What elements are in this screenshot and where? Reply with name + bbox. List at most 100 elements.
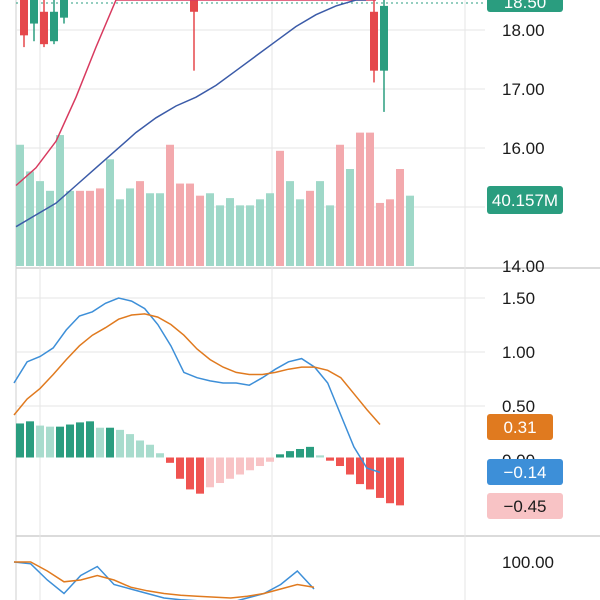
hist-badge: −0.45 (503, 497, 546, 516)
macd-hist-bar (16, 423, 24, 458)
macd-hist-bar (246, 457, 254, 471)
macd-hist-bar (226, 457, 234, 479)
macd-hist-bar (266, 457, 274, 462)
volume-bar (236, 205, 244, 266)
macd-hist-bar (196, 457, 204, 494)
macd-hist-bar (356, 457, 364, 485)
volume-bar (316, 181, 324, 266)
volume-bar (386, 199, 394, 266)
ma-fast-line (15, 0, 376, 187)
volume-bar (136, 181, 144, 266)
candlesticks (20, 0, 388, 112)
volume-bar (356, 132, 364, 266)
signal-badge-bg (487, 414, 553, 440)
macd-hist-bar (256, 457, 264, 467)
volume-bar (46, 190, 54, 266)
volume-bar (146, 193, 154, 266)
macd-hist-bar (136, 440, 144, 458)
volume-bar (346, 169, 354, 266)
volume-bar (406, 195, 414, 266)
rsi-signal-line (14, 561, 315, 599)
candle-body (30, 0, 38, 24)
price-axis-label: 16.00 (502, 139, 545, 158)
macd-hist-bar (66, 424, 74, 458)
moving-averages (15, 0, 376, 228)
macd-hist-bar (46, 426, 54, 458)
macd-hist-bar (326, 457, 334, 461)
macd-hist-bar (236, 457, 244, 475)
macd-badge-bg (487, 459, 563, 485)
volume-bars (16, 132, 414, 266)
last-price-badge-bg (487, 0, 563, 12)
grid-layer (15, 0, 600, 600)
volume-bar (396, 169, 404, 266)
volume-bar (286, 181, 294, 266)
macd-hist-bar (116, 429, 124, 458)
volume-bar (106, 159, 114, 266)
macd-hist-bar (346, 457, 354, 475)
volume-bar (126, 188, 134, 266)
rsi-lines (13, 561, 315, 600)
macd-hist-bar (176, 457, 184, 479)
volume-bar (206, 193, 214, 266)
macd-hist-bar (396, 457, 404, 506)
volume-bar (176, 183, 184, 266)
volume-bar (226, 198, 234, 266)
volume-bar (276, 150, 284, 266)
volume-badge-bg (487, 186, 563, 214)
volume-bar (76, 190, 84, 266)
volume-bar (36, 181, 44, 266)
price-axis-label: 18.00 (502, 21, 545, 40)
macd-hist-bar (386, 457, 394, 504)
macd-axis-label: 0.50 (502, 397, 535, 416)
macd-axis-label: 1.00 (502, 343, 535, 362)
volume-bar (116, 199, 124, 266)
macd-histogram (16, 421, 404, 506)
candle-body (190, 0, 198, 12)
volume-bar (86, 190, 94, 266)
volume-bar (166, 144, 174, 266)
volume-badge: 40.157M (492, 191, 558, 210)
macd-badge: −0.14 (503, 463, 546, 482)
macd-hist-bar (36, 425, 44, 458)
volume-bar (306, 190, 314, 266)
macd-hist-bar (306, 446, 314, 458)
macd-line (13, 297, 381, 474)
macd-hist-bar (146, 444, 154, 458)
macd-hist-bar (286, 451, 294, 458)
macd-lines (13, 297, 381, 474)
macd-hist-bar (296, 448, 304, 458)
volume-bar (216, 205, 224, 266)
volume-bar (296, 199, 304, 266)
macd-hist-bar (216, 457, 224, 484)
macd-hist-bar (186, 457, 194, 490)
volume-bar (266, 193, 274, 266)
volume-bar (96, 188, 104, 266)
volume-bar (336, 144, 344, 266)
macd-hist-bar (166, 457, 174, 463)
price-axis-label: 14.00 (502, 257, 545, 276)
macd-hist-bar (156, 453, 164, 458)
volume-bar (366, 132, 374, 266)
volume-bar (246, 205, 254, 266)
volume-bar (256, 199, 264, 266)
candle-body (40, 11, 48, 45)
volume-bar (156, 193, 164, 266)
ma-slow-line (15, 0, 366, 228)
macd-hist-bar (76, 422, 84, 458)
macd-hist-bar (276, 454, 284, 458)
macd-hist-bar (366, 457, 374, 490)
volume-bar (186, 183, 194, 266)
candle-body (50, 11, 58, 42)
hist-badge-bg (487, 493, 563, 519)
value-badges: 18.50 40.157M 0.31 −0.14 −0.45 (487, 0, 563, 519)
volume-bar (326, 205, 334, 266)
macd-hist-bar (26, 421, 34, 458)
volume-bar (66, 190, 74, 266)
macd-hist-bar (336, 457, 344, 467)
macd-hist-bar (376, 457, 384, 498)
price-axis-label: 17.00 (502, 80, 545, 99)
rsi-axis-label: 100.00 (502, 553, 554, 572)
signal-badge: 0.31 (503, 418, 536, 437)
